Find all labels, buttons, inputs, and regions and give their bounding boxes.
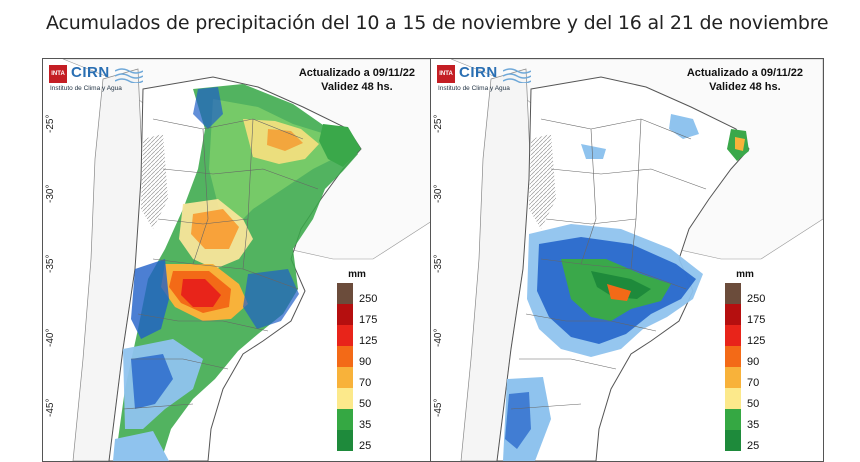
- legend-swatch: [337, 325, 353, 346]
- legend-label: 25: [359, 440, 372, 452]
- latitude-label: -40°: [433, 328, 444, 347]
- legend-swatch: [337, 430, 353, 451]
- legend-swatch: [337, 388, 353, 409]
- logo-subtitle: Instituto de Clima y Agua: [438, 85, 510, 92]
- cirn-logo-text: CIRN: [459, 64, 498, 81]
- figure-title: Acumulados de precipitación del 10 a 15 …: [46, 12, 829, 34]
- legend-row: 125: [333, 325, 381, 347]
- legend-swatch: [725, 430, 741, 451]
- cirn-logo-text: CIRN: [71, 64, 110, 81]
- legend-row: 70: [333, 367, 381, 389]
- legend-swatch: [337, 409, 353, 430]
- map-panel-nov10-15: INTA CIRN Instituto de Clima y Agua Actu…: [42, 58, 436, 462]
- latitude-label: -25°: [45, 114, 56, 133]
- legend-label: 250: [359, 293, 378, 305]
- legend-row: 90: [333, 346, 381, 368]
- precipitation-map: [450, 59, 823, 461]
- legend-swatch: [725, 367, 741, 388]
- legend-unit: mm: [736, 269, 754, 280]
- legend-swatch: [337, 283, 353, 304]
- legend-label: 25: [747, 440, 760, 452]
- latitude-label: -45°: [45, 398, 56, 417]
- legend-swatch: [337, 367, 353, 388]
- updated-date: Actualizado a 09/11/22: [686, 67, 803, 79]
- legend-label: 70: [359, 377, 372, 389]
- legend-row: 25: [333, 430, 381, 452]
- inta-logo-box: INTA: [49, 65, 67, 83]
- legend-label: 250: [747, 293, 766, 305]
- latitude-label: -30°: [433, 184, 444, 203]
- legend-label: 35: [359, 419, 372, 431]
- legend-label: 50: [747, 398, 760, 410]
- water-waves-icon: [115, 68, 143, 83]
- update-info: Actualizado a 09/11/22 Validez 48 hs.: [299, 66, 415, 94]
- precipitation-legend: mm 250 175 125 90 70 50 35 25: [333, 269, 381, 452]
- latitude-label: -40°: [45, 328, 56, 347]
- legend-swatch: [725, 304, 741, 325]
- legend-swatch: [725, 346, 741, 367]
- legend-row: 70: [721, 367, 769, 389]
- latitude-label: -45°: [433, 398, 444, 417]
- legend-label: 125: [747, 335, 766, 347]
- legend-row: 50: [333, 388, 381, 410]
- legend-swatch: [725, 283, 741, 304]
- legend-label: 90: [747, 356, 760, 368]
- legend-swatch: [725, 409, 741, 430]
- legend-row: 250: [721, 283, 769, 305]
- legend-row: 35: [333, 409, 381, 431]
- legend-label: 125: [359, 335, 378, 347]
- inta-cirn-logo: INTA CIRN Instituto de Clima y Agua: [49, 64, 147, 93]
- logo-subtitle: Instituto de Clima y Agua: [50, 85, 122, 92]
- legend-label: 175: [359, 314, 378, 326]
- water-waves-icon: [503, 68, 531, 83]
- legend-label: 70: [747, 377, 760, 389]
- latitude-label: -35°: [45, 254, 56, 273]
- legend-label: 35: [747, 419, 760, 431]
- latitude-label: -35°: [433, 254, 444, 273]
- legend-unit: mm: [348, 269, 366, 280]
- precipitation-map: [62, 59, 435, 461]
- legend-row: 125: [721, 325, 769, 347]
- inta-logo-box: INTA: [437, 65, 455, 83]
- legend-row: 35: [721, 409, 769, 431]
- legend-row: 25: [721, 430, 769, 452]
- update-info: Actualizado a 09/11/22 Validez 48 hs.: [687, 66, 803, 94]
- legend-swatch: [725, 388, 741, 409]
- map-panel-nov16-21: INTA CIRN Instituto de Clima y Agua Actu…: [430, 58, 824, 462]
- legend-label: 90: [359, 356, 372, 368]
- legend-row: 50: [721, 388, 769, 410]
- legend-label: 175: [747, 314, 766, 326]
- legend-swatch: [725, 325, 741, 346]
- updated-date: Actualizado a 09/11/22: [298, 67, 415, 79]
- legend-row: 250: [333, 283, 381, 305]
- validity-text: Validez 48 hs.: [321, 81, 393, 93]
- legend-row: 90: [721, 346, 769, 368]
- legend-row: 175: [333, 304, 381, 326]
- legend-swatch: [337, 346, 353, 367]
- legend-swatch: [337, 304, 353, 325]
- legend-label: 50: [359, 398, 372, 410]
- latitude-label: -30°: [45, 184, 56, 203]
- legend-row: 175: [721, 304, 769, 326]
- validity-text: Validez 48 hs.: [709, 81, 781, 93]
- precipitation-legend: mm 250 175 125 90 70 50 35 25: [721, 269, 769, 452]
- latitude-label: -25°: [433, 114, 444, 133]
- inta-cirn-logo: INTA CIRN Instituto de Clima y Agua: [437, 64, 535, 93]
